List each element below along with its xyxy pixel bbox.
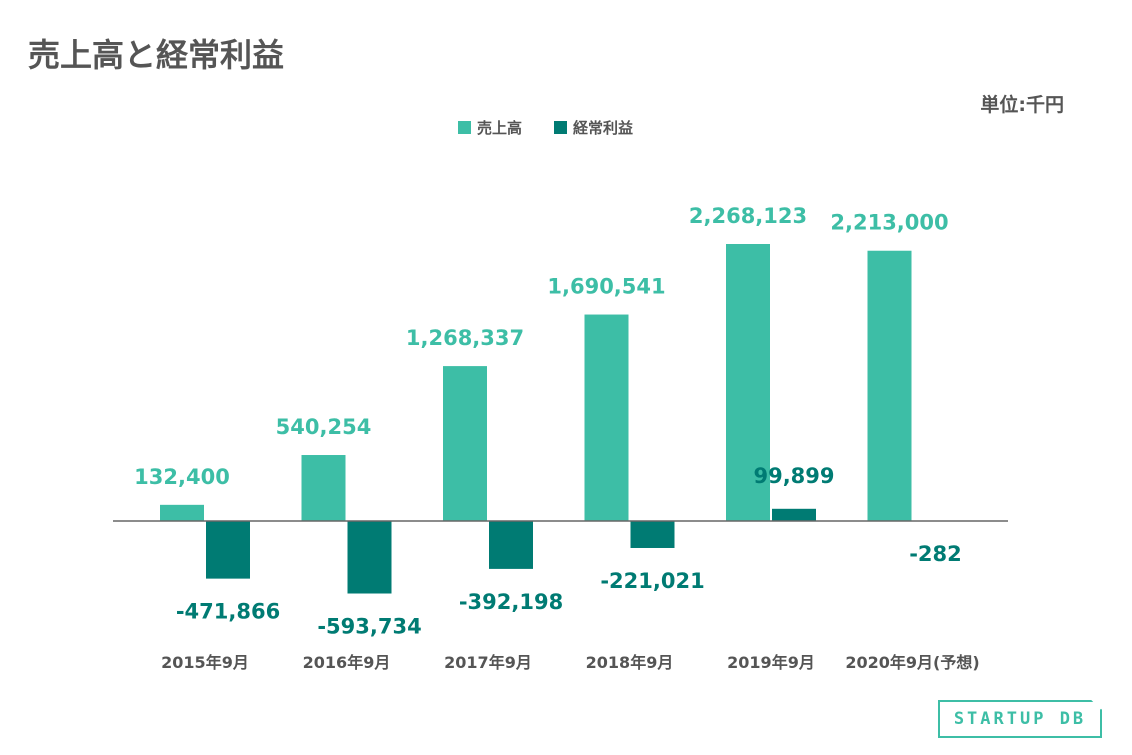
legend-swatch-1 [554, 121, 567, 134]
label-profit-0: -471,866 [176, 600, 280, 624]
startup-db-logo: STARTUP DB [938, 700, 1102, 738]
bar-profit-0 [206, 521, 250, 579]
legend-swatch-0 [458, 121, 471, 134]
bar-profit-3 [630, 521, 675, 548]
label-profit-1: -593,734 [317, 615, 421, 639]
unit-label: 単位:千円 [980, 94, 1064, 116]
label-sales-5: 2,213,000 [830, 211, 948, 235]
bar-profit-4 [772, 508, 816, 521]
page-title: 売上高と経常利益 [28, 36, 285, 74]
legend-label-1: 経常利益 [573, 119, 633, 137]
label-sales-0: 132,400 [134, 465, 230, 489]
bar-sales-3 [584, 314, 629, 521]
x-tick-label-1: 2016年9月 [303, 653, 391, 672]
bar-sales-2 [443, 366, 487, 521]
bar-sales-5 [867, 250, 912, 521]
label-sales-1: 540,254 [276, 415, 372, 439]
bar-profit-1 [347, 521, 392, 594]
bar-profit-2 [489, 521, 533, 569]
legend-label-0: 売上高 [477, 119, 522, 137]
x-tick-label-5: 2020年9月(予想) [845, 653, 979, 672]
label-profit-2: -392,198 [459, 590, 563, 614]
label-profit-3: -221,021 [600, 569, 704, 593]
x-tick-label-3: 2018年9月 [586, 653, 674, 672]
label-sales-3: 1,690,541 [547, 275, 665, 299]
label-sales-2: 1,268,337 [406, 326, 524, 350]
x-tick-label-0: 2015年9月 [161, 653, 249, 672]
bar-sales-1 [301, 455, 346, 521]
bar-sales-4 [726, 244, 770, 521]
label-sales-4: 2,268,123 [689, 204, 807, 228]
bar-sales-0 [160, 504, 204, 521]
label-profit-5: -282 [909, 542, 962, 566]
x-tick-label-2: 2017年9月 [444, 653, 532, 672]
label-profit-4: 99,899 [753, 464, 834, 488]
x-tick-label-4: 2019年9月 [727, 653, 815, 672]
